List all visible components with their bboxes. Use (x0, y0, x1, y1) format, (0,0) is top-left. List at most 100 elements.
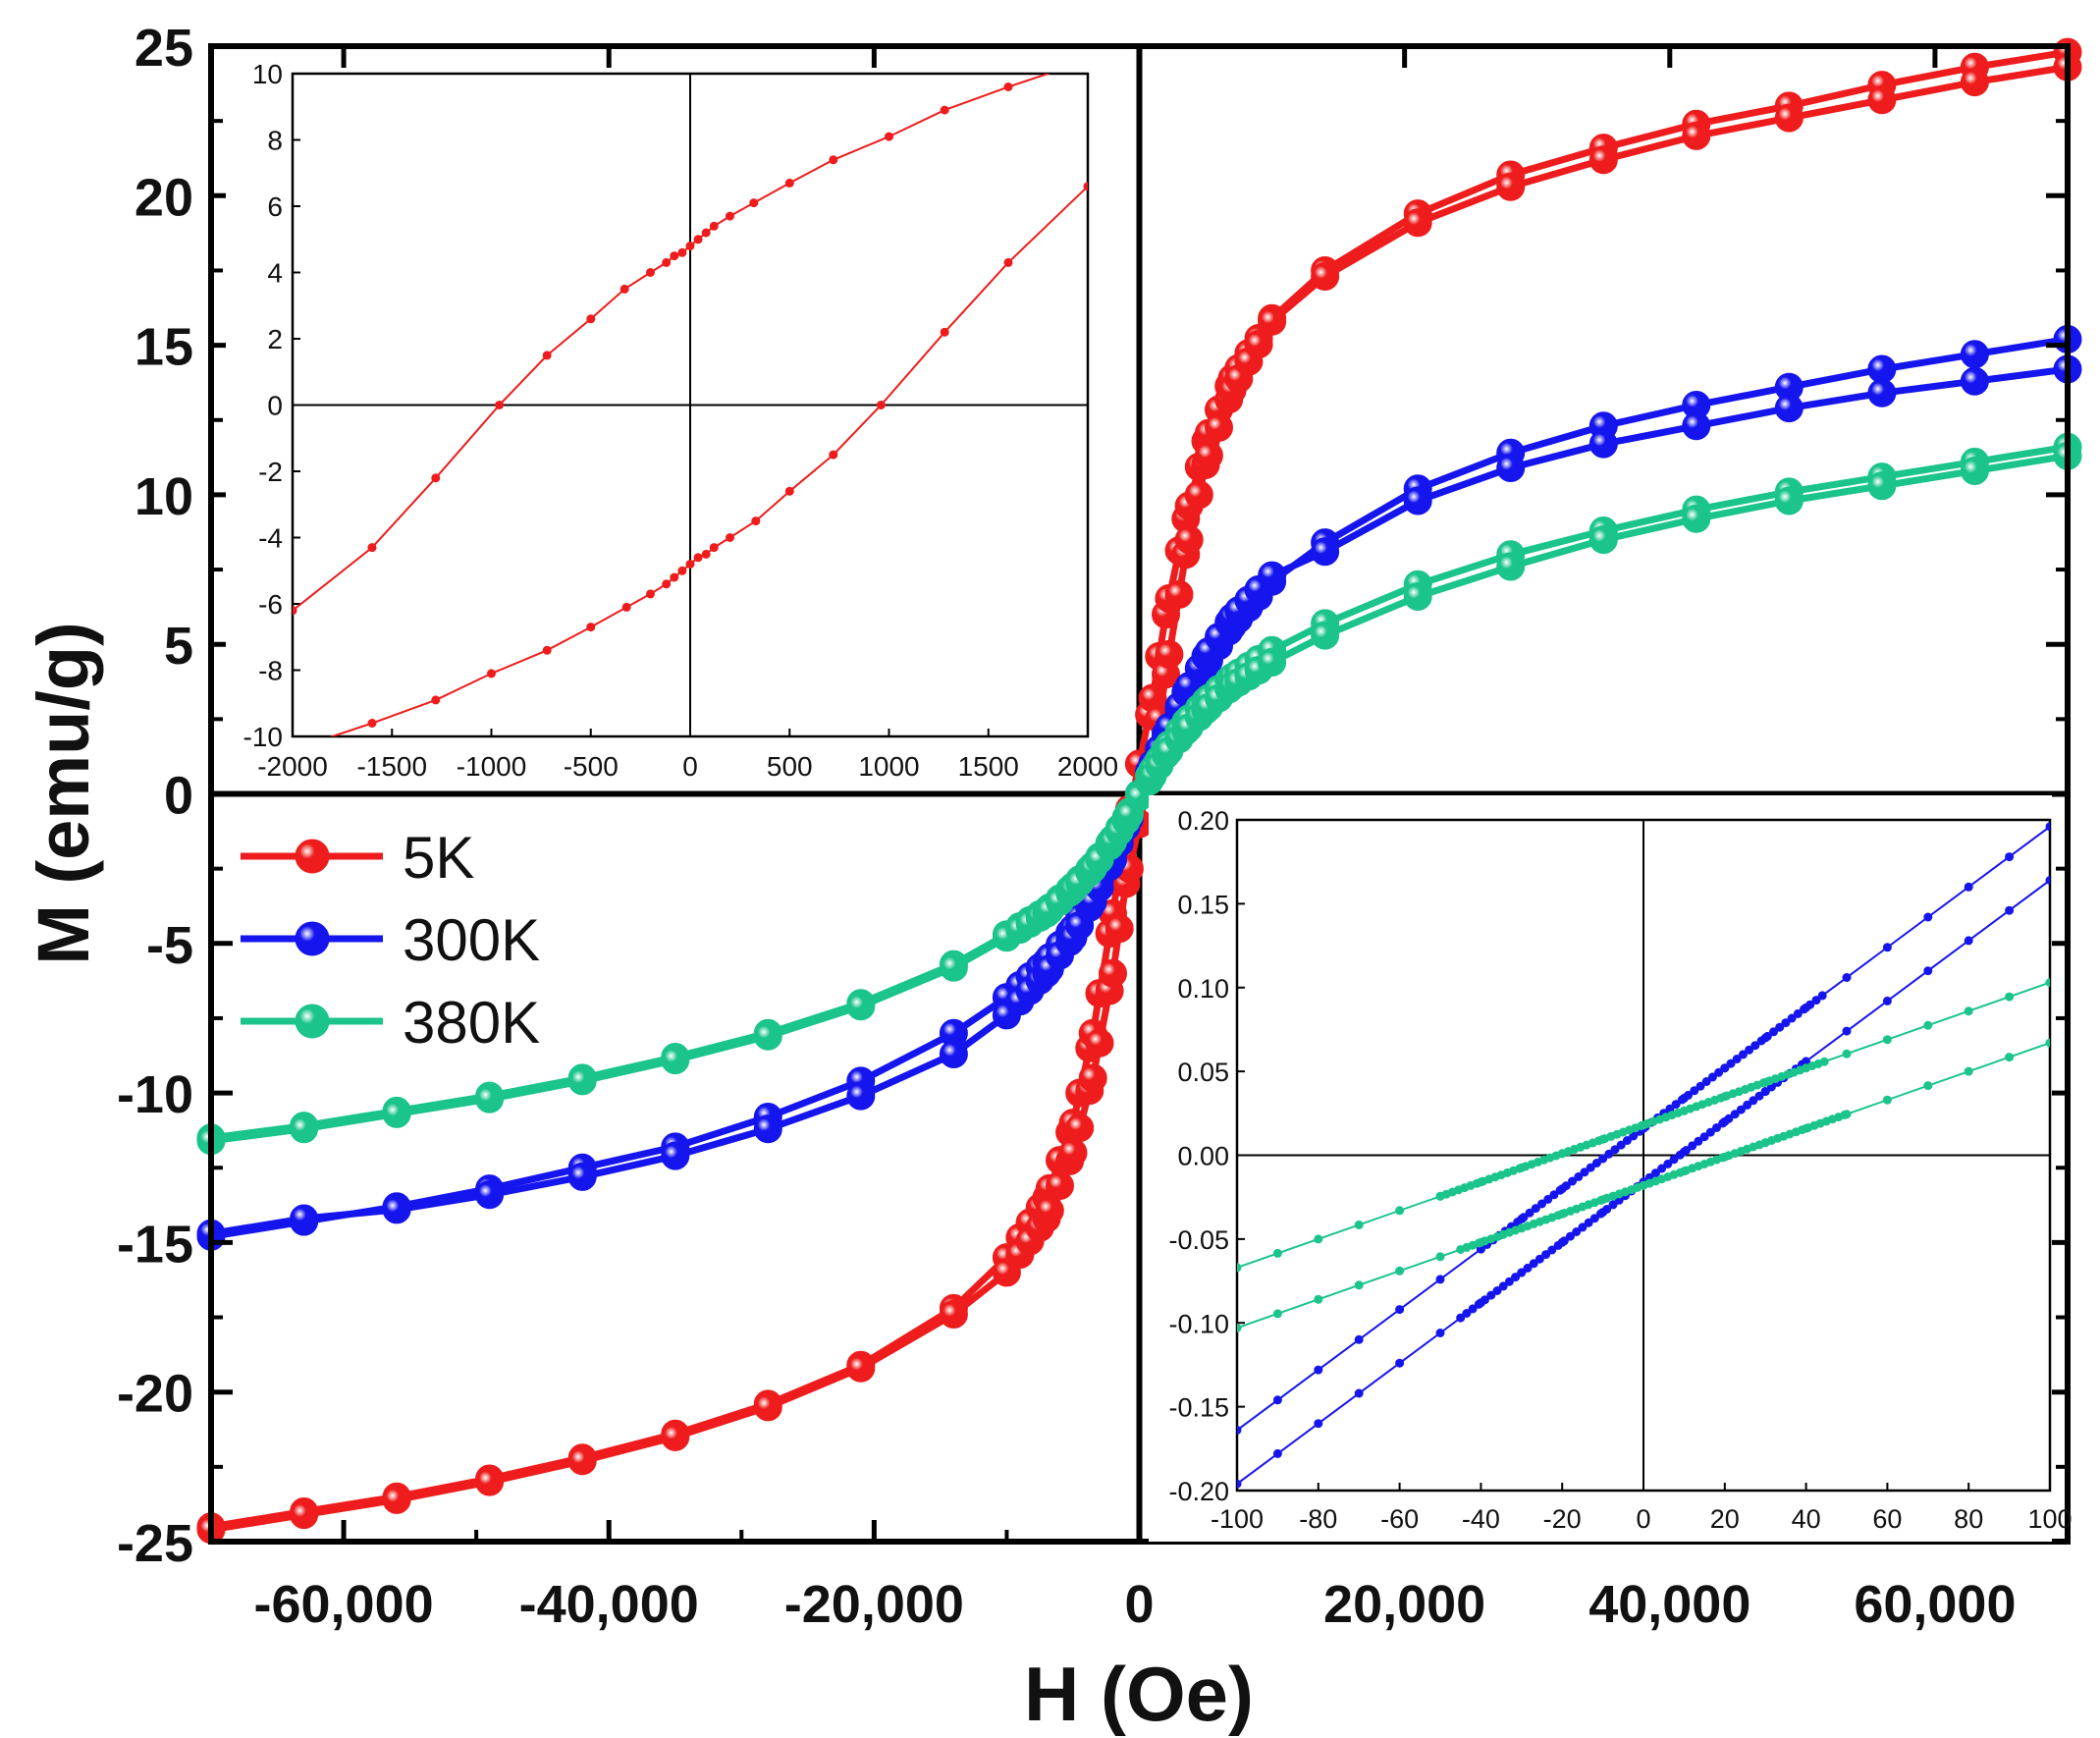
inset-bottom-right-dense-point-300k-upper (1701, 1077, 1711, 1086)
inset-bottom-right-x-tick-label: 40 (1792, 1504, 1821, 1534)
inset-bottom-right-point-380k-lower (1882, 1095, 1892, 1105)
inset-bottom-right-dense-point-300k-upper (1555, 1185, 1565, 1195)
inset-bottom-right-dense-point-300k-lower (1481, 1295, 1489, 1305)
data-point-5k-lower (1258, 306, 1287, 336)
inset-top-left-point-lower (751, 516, 761, 526)
inset-bottom-right-dense-point-300k-lower (1736, 1105, 1746, 1114)
inset-bottom-right-dense-point-300k-lower (1547, 1245, 1557, 1255)
inset-low-field: -100 -80 -60 -40 -20 0 20 40 60 80 100 -0.20 -0.15 -0… (1149, 795, 2073, 1542)
main-plot: -60,000 -40,000 -20,000 0 20,000 40,000 60,000… (23, 19, 2082, 1737)
inset-bottom-right-y-tick-label: 0.10 (1177, 974, 1229, 1004)
inset-bottom-right-y-tick-label: 0.15 (1177, 890, 1229, 919)
inset-top-left-x-tick-label: 1000 (858, 751, 919, 782)
inset-bottom-right-point-300k-upper (1272, 1395, 1282, 1405)
inset-top-left-y-tick-label: 0 (267, 391, 283, 421)
inset-bottom-right-dense-point-300k-upper (1726, 1059, 1736, 1068)
inset-bottom-right-point-380k-upper (2005, 992, 2015, 1002)
inset-bottom-right-dense-point-300k-lower (1572, 1227, 1582, 1236)
inset-bottom-right-dense-point-300k-upper (1537, 1199, 1546, 1209)
inset-bottom-right-y-tick-label: -0.05 (1168, 1225, 1229, 1255)
inset-top-left-point-lower (685, 560, 695, 569)
inset-bottom-right-point-380k-upper (1395, 1206, 1405, 1216)
inset-top-left-point-upper (749, 198, 759, 208)
inset-bottom-right-dense-point-300k-upper (1591, 1159, 1601, 1168)
inset-bottom-right-x-tick-label: -60 (1380, 1504, 1419, 1534)
inset-bottom-right-dense-point-300k-upper (1610, 1145, 1620, 1155)
data-point-5k-lower (1184, 480, 1213, 510)
inset-bottom-right-dense-point-300k-upper (1811, 996, 1821, 1005)
inset-bottom-right-dense-point-300k-upper (1586, 1163, 1595, 1172)
inset-top-left-point-lower (940, 327, 949, 337)
inset-bottom-right-x-tick-label: 0 (1636, 1504, 1650, 1534)
inset-bottom-right-y-tick-label: -0.10 (1168, 1309, 1229, 1338)
inset-bottom-right-dense-point-300k-lower (1462, 1309, 1472, 1318)
y-tick-label: 10 (135, 467, 193, 526)
inset-bottom-right-point-380k-upper (1842, 1049, 1852, 1059)
data-point-380k-lower (661, 1046, 690, 1075)
data-point-5k-lower (1035, 1196, 1064, 1225)
data-point-380k-lower (1774, 486, 1804, 516)
data-point-300k-lower (1960, 366, 1989, 396)
data-point-380k-lower (939, 952, 968, 982)
inset-bottom-right-dense-point-300k-lower (1718, 1118, 1728, 1128)
legend-marker-5k (295, 839, 330, 874)
y-axis-title: M (emu/g) (23, 622, 104, 964)
inset-bottom-right-x-tick-label: 60 (1872, 1504, 1902, 1534)
inset-bottom-right-dense-point-300k-lower (1760, 1087, 1770, 1097)
x-axis-title: H (Oe) (1024, 1651, 1254, 1737)
inset-bottom-right-dense-point-300k-upper (1574, 1171, 1584, 1181)
inset-top-left-point-upper (829, 155, 838, 165)
data-point-5k-lower (1403, 208, 1432, 238)
inset-top-left-y-tick-label: -8 (258, 656, 283, 686)
inset-top-left-y-tick-label: 4 (267, 258, 283, 289)
inset-bottom-right-point-300k-upper (1842, 973, 1852, 982)
inset-bottom-right-point-300k-lower (1354, 1388, 1364, 1398)
y-tick-label: -15 (117, 1215, 193, 1274)
inset-top-left-point-lower (662, 579, 672, 589)
data-point-300k-upper (1960, 340, 1989, 369)
data-point-380k-lower (567, 1066, 597, 1096)
inset-top-left-point-upper (670, 251, 679, 261)
inset-bottom-right-dense-point-300k-upper (1707, 1072, 1717, 1082)
inset-bottom-right-dense-point-300k-upper (1616, 1140, 1626, 1150)
data-point-5k-lower (290, 1500, 319, 1530)
inset-top-left-point-upper (495, 401, 505, 409)
inset-top-left-point-upper (646, 268, 655, 277)
data-point-5k-lower (1164, 579, 1194, 609)
inset-top-left-point-upper (662, 257, 672, 267)
y-tick-label: 25 (135, 19, 193, 78)
inset-bottom-right-dense-point-300k-upper (1756, 1036, 1766, 1046)
inset-bottom-right-x-tick-label: 80 (1954, 1504, 1983, 1534)
data-point-380k-lower (1496, 552, 1526, 581)
y-tick-label: 5 (164, 617, 193, 676)
inset-bottom-right-dense-point-300k-lower (1529, 1259, 1538, 1269)
inset-bottom-right-dense-point-300k-lower (1688, 1141, 1697, 1151)
x-tick-label: 60,000 (1854, 1575, 2016, 1634)
legend-label-5k: 5K (403, 825, 474, 891)
inset-bottom-right-dense-point-300k-upper (1805, 1000, 1815, 1009)
data-point-5k-lower (1155, 639, 1184, 669)
inset-top-left-point-lower (701, 549, 711, 559)
inset-bottom-right-y-tick-label: 0.00 (1177, 1142, 1229, 1171)
y-tick-label: -25 (117, 1514, 193, 1573)
data-point-5k-lower (846, 1353, 876, 1383)
inset-bottom-right-dense-point-300k-lower (1589, 1214, 1599, 1223)
inset-bottom-right-point-380k-lower (1272, 1309, 1282, 1319)
data-point-5k-lower (1682, 121, 1711, 150)
inset-bottom-right-dense-point-300k-lower (1504, 1276, 1514, 1286)
inset-bottom-right-y-tick-label: 0.05 (1177, 1058, 1229, 1087)
inset-bottom-right-x-tick-label: -20 (1543, 1504, 1582, 1534)
data-point-5k-lower (753, 1392, 782, 1422)
inset-top-left-y-tick-label: 10 (252, 59, 283, 89)
inset-bottom-right-dense-point-300k-lower (1559, 1236, 1569, 1246)
inset-bottom-right-dense-point-300k-lower (1650, 1168, 1660, 1178)
inset-bottom-right-point-380k-upper (1314, 1234, 1323, 1244)
inset-bottom-right-point-300k-upper (2005, 852, 2015, 862)
inset-bottom-right-point-300k-upper (1395, 1305, 1405, 1315)
inset-bottom-right-dense-point-300k-lower (1724, 1113, 1734, 1123)
inset-bottom-right-point-300k-upper (1923, 912, 1933, 922)
inset-bottom-right-dense-point-300k-lower (1705, 1127, 1715, 1137)
data-point-5k-lower (1104, 914, 1134, 944)
data-point-380k-lower (753, 1021, 782, 1051)
inset-top-left-point-upper (542, 351, 552, 360)
